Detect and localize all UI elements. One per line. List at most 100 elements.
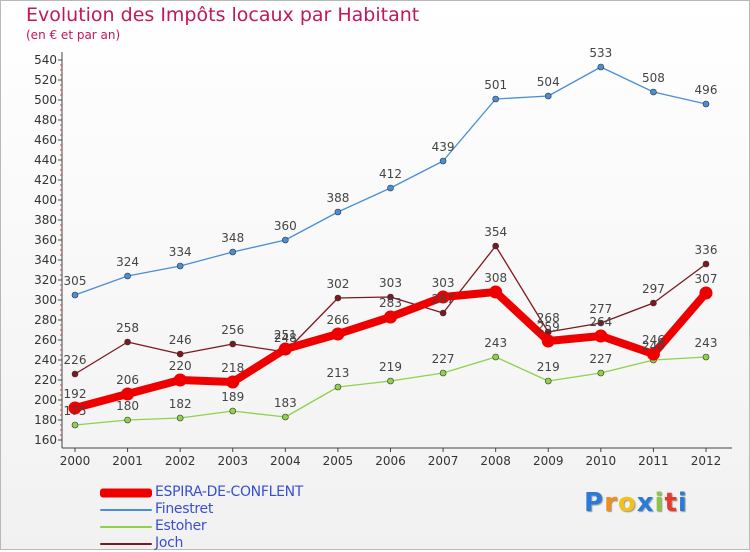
y-tick-label: 500	[34, 93, 57, 107]
x-tick-label: 2003	[217, 454, 248, 468]
y-tick-label: 380	[34, 213, 57, 227]
data-point	[650, 299, 657, 307]
data-point	[229, 340, 237, 348]
data-label: 348	[221, 231, 244, 245]
data-label: 266	[326, 313, 349, 327]
data-label: 388	[326, 191, 349, 205]
data-label: 226	[64, 353, 87, 367]
data-point	[124, 272, 131, 280]
data-label: 496	[695, 83, 718, 97]
data-label: 219	[537, 360, 560, 374]
data-point	[282, 413, 289, 421]
data-point	[334, 383, 342, 391]
legend-swatch	[100, 542, 152, 545]
data-point	[492, 95, 499, 103]
data-label: 219	[379, 360, 402, 374]
logo-letter: o	[617, 488, 637, 518]
data-point	[331, 327, 345, 341]
data-label: 243	[484, 336, 507, 350]
data-label: 504	[537, 75, 560, 89]
x-tick-label: 2005	[323, 454, 354, 468]
data-point	[176, 262, 184, 270]
x-tick-label: 2008	[480, 454, 511, 468]
data-label: 227	[589, 352, 612, 366]
data-label: 246	[169, 333, 192, 347]
data-point	[439, 309, 447, 317]
data-label: 334	[169, 245, 192, 259]
data-point	[594, 329, 608, 343]
y-tick-label: 440	[34, 153, 57, 167]
x-tick-label: 2000	[60, 454, 91, 468]
data-label: 213	[326, 366, 349, 380]
legend-swatch	[100, 508, 152, 511]
data-label: 508	[642, 71, 665, 85]
data-label: 220	[169, 359, 192, 373]
data-label: 189	[221, 390, 244, 404]
legend-label: Joch	[155, 535, 184, 551]
data-point	[436, 290, 450, 304]
legend-swatch	[100, 525, 152, 528]
data-point	[71, 421, 79, 429]
y-tick-label: 460	[34, 133, 57, 147]
data-label: 251	[274, 328, 297, 342]
data-label: 533	[589, 46, 612, 60]
data-point	[121, 387, 135, 401]
data-label: 182	[169, 397, 192, 411]
data-point	[278, 342, 292, 356]
data-label: 243	[695, 336, 718, 350]
y-tick-label: 540	[34, 53, 57, 67]
data-point	[282, 236, 289, 244]
data-label: 287	[432, 292, 455, 306]
y-tick-label: 220	[34, 373, 57, 387]
data-point	[229, 407, 237, 415]
y-tick-label: 240	[34, 353, 57, 367]
y-tick-label: 300	[34, 293, 57, 307]
logo-letter: i	[677, 488, 688, 518]
data-point	[646, 347, 660, 361]
data-label: 240	[642, 339, 665, 353]
data-label: 307	[695, 272, 718, 286]
data-point	[702, 100, 710, 108]
x-tick-label: 2002	[165, 454, 196, 468]
data-point	[597, 319, 605, 327]
y-tick-label: 420	[34, 173, 57, 187]
data-point	[384, 310, 397, 324]
data-point	[387, 184, 394, 192]
data-point	[176, 414, 184, 422]
data-label: 259	[537, 320, 560, 334]
y-tick-label: 260	[34, 333, 57, 347]
data-point	[544, 92, 552, 100]
data-label: 303	[379, 276, 402, 290]
data-label: 258	[116, 321, 139, 335]
data-label: 256	[221, 323, 244, 337]
data-label: 324	[116, 255, 139, 269]
legend-label: Estoher	[155, 518, 207, 534]
data-point	[71, 291, 79, 299]
x-tick-label: 2006	[375, 454, 406, 468]
data-label: 308	[484, 271, 507, 285]
logo-letter: P	[584, 488, 605, 518]
data-point	[334, 294, 342, 302]
data-label: 360	[274, 219, 297, 233]
data-point	[68, 401, 82, 415]
y-tick-label: 320	[34, 273, 57, 287]
data-label: 354	[484, 225, 507, 239]
data-point	[699, 286, 713, 300]
data-label: 206	[116, 373, 139, 387]
data-point	[124, 416, 131, 424]
data-point	[226, 375, 240, 389]
y-tick-label: 200	[34, 393, 57, 407]
data-label: 277	[589, 302, 612, 316]
x-tick-label: 2007	[428, 454, 459, 468]
proxiti-logo: Proxiti	[584, 488, 688, 518]
y-tick-label: 360	[34, 233, 57, 247]
data-label: 227	[432, 352, 455, 366]
y-tick-label: 180	[34, 413, 57, 427]
data-point	[597, 369, 605, 377]
x-tick-label: 2010	[586, 454, 617, 468]
data-point	[439, 369, 447, 377]
data-label: 246	[642, 333, 665, 347]
x-tick-label: 2012	[691, 454, 722, 468]
data-label: 218	[221, 361, 244, 375]
y-tick-label: 160	[34, 433, 57, 447]
